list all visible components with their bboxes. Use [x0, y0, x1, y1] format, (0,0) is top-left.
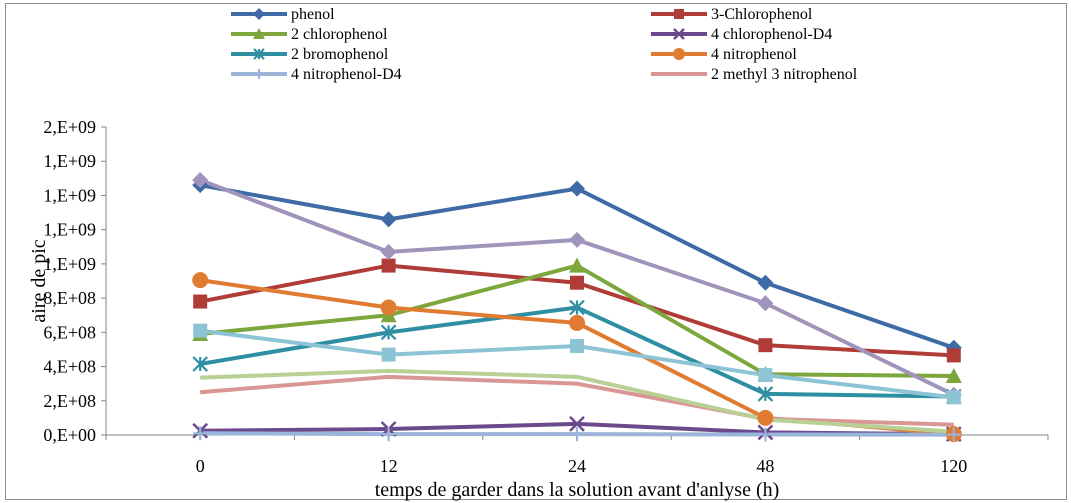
data-point	[673, 48, 685, 60]
data-point	[674, 9, 684, 19]
data-point	[193, 294, 208, 309]
y-tick-label: 1,E+09	[43, 151, 96, 171]
legend-label: 4 nitrophenol	[711, 46, 797, 63]
series-markers	[192, 172, 962, 443]
data-point	[945, 367, 962, 383]
legend: phenol 3-Chlorophenol 2 chlorophenol 4 chlo…	[231, 6, 858, 83]
legend-item: 4 nitrophenol-D4	[231, 66, 402, 83]
legend-label: 2 methyl 3 nitrophenol	[711, 66, 858, 83]
y-tick-label: 2,E+08	[43, 391, 96, 411]
legend-label: 3-Chlorophenol	[711, 6, 813, 23]
data-point	[946, 390, 961, 405]
data-point	[193, 323, 208, 338]
data-point	[193, 426, 208, 441]
y-tick-label: 1,E+09	[43, 185, 96, 205]
data-point	[381, 427, 396, 442]
x-tick-label: 0	[196, 456, 205, 476]
data-point	[758, 368, 773, 383]
x-tick-label: 12	[380, 456, 398, 476]
legend-label: phenol	[291, 6, 335, 23]
data-point	[254, 69, 264, 79]
data-point	[380, 211, 397, 228]
data-point	[673, 28, 685, 40]
data-point	[570, 427, 584, 442]
y-tick-label: 2,E+09	[43, 117, 96, 137]
y-axis-title: aire de pic	[28, 239, 50, 322]
data-point	[253, 28, 265, 39]
legend-item: phenol	[231, 6, 335, 23]
legend-label: 4 nitrophenol-D4	[291, 66, 402, 83]
data-point	[192, 172, 209, 189]
legend-item: 3-Chlorophenol	[651, 6, 813, 23]
data-point	[569, 257, 585, 273]
data-point	[569, 231, 585, 248]
data-point	[757, 386, 774, 402]
data-point	[381, 258, 396, 273]
data-point	[380, 243, 397, 260]
y-tick-label: 1,E+09	[43, 220, 96, 240]
legend-label: 2 chlorophenol	[291, 26, 388, 43]
y-tick-label: 0,E+00	[43, 425, 96, 445]
data-point	[758, 427, 773, 442]
x-tick-label: 48	[756, 456, 774, 476]
y-tick-label: 4,E+08	[43, 357, 96, 377]
legend-item: 2 chlorophenol	[231, 26, 388, 43]
chart-frame	[5, 3, 1067, 500]
series-line	[200, 374, 954, 427]
data-point	[253, 8, 265, 20]
x-ticks: 0 12 24 48 120	[105, 435, 1049, 476]
legend-label: 4 chlorophenol-D4	[711, 26, 832, 43]
data-point	[569, 180, 585, 197]
legend-item: 2 methyl 3 nitrophenol	[651, 66, 858, 83]
data-point	[946, 348, 961, 363]
y-tick-label: 1,E+09	[43, 254, 96, 274]
data-point	[380, 299, 397, 316]
data-point	[192, 356, 208, 372]
data-point	[192, 272, 209, 289]
legend-label: 2 bromophenol	[291, 46, 389, 63]
y-ticks: 0,E+00 2,E+08 4,E+08 6,E+08 8,E+08 1,E+09 1,E+…	[43, 117, 106, 445]
data-point	[757, 295, 774, 312]
y-tick-label: 8,E+08	[43, 288, 96, 308]
data-point	[757, 409, 774, 426]
legend-item: 4 chlorophenol-D4	[651, 26, 832, 43]
data-point	[569, 299, 585, 316]
data-point	[569, 415, 585, 432]
series-line	[200, 368, 954, 434]
data-point	[253, 48, 265, 60]
data-point	[381, 347, 396, 362]
data-point	[570, 275, 584, 290]
x-tick-label: 120	[940, 456, 967, 476]
data-point	[569, 314, 585, 331]
x-axis-title: temps de garder dans la solution avant d…	[375, 479, 780, 501]
legend-item: 2 bromophenol	[231, 46, 389, 63]
data-point	[758, 338, 773, 353]
data-point	[946, 427, 961, 442]
data-point	[570, 339, 584, 354]
data-point	[757, 274, 774, 291]
x-tick-label: 24	[568, 456, 586, 476]
data-point	[380, 324, 397, 341]
legend-item: 4 nitrophenol	[651, 46, 797, 63]
y-tick-label: 6,E+08	[43, 322, 96, 342]
